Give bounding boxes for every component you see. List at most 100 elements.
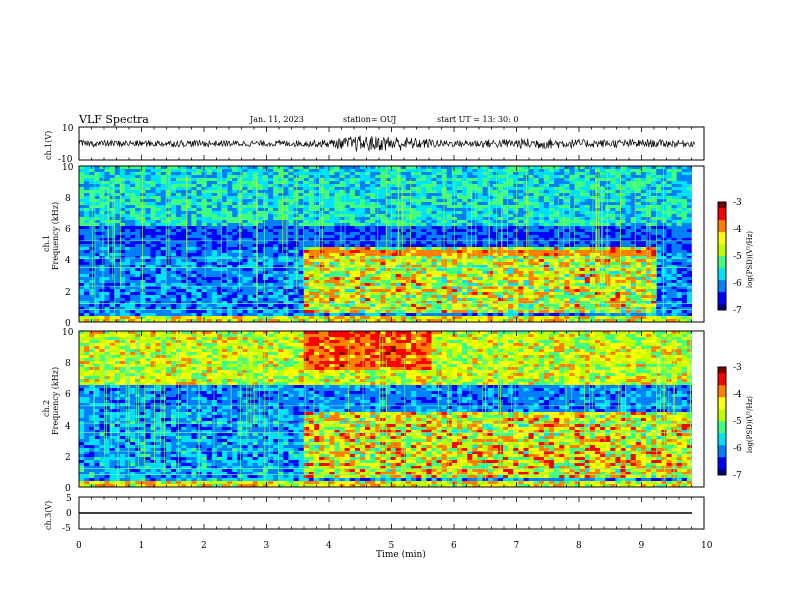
spectrogram-cell — [278, 190, 284, 194]
spectrogram-cell — [513, 313, 519, 317]
spectrogram-cell — [395, 286, 402, 290]
spectrogram-cell — [400, 259, 407, 263]
spectrogram-cell — [242, 193, 248, 197]
spectrogram-cell — [405, 280, 412, 284]
spectrogram-cell — [492, 262, 499, 266]
spectrogram-cell — [380, 292, 386, 296]
spectrogram-cell — [344, 307, 351, 311]
spectrogram-cell — [313, 217, 320, 221]
spectrogram-cell — [293, 214, 299, 218]
spectrogram-cell — [426, 256, 432, 260]
spectrogram-cell — [124, 286, 131, 290]
spectrogram-cell — [344, 259, 351, 263]
spectrogram-cell — [462, 244, 468, 248]
spectrogram-cell — [467, 190, 473, 194]
spectrogram-cell — [375, 283, 381, 287]
spectrogram-cell — [508, 217, 514, 221]
spectrogram-cell — [84, 313, 90, 317]
spectrogram-cell — [416, 190, 422, 194]
spectrogram-cell — [262, 181, 269, 185]
spectrogram-cell — [421, 313, 427, 317]
spectrogram-cell — [191, 319, 197, 323]
spectrogram-cell — [186, 196, 192, 200]
spectrogram-cell — [390, 265, 397, 269]
spectrogram-cell — [502, 301, 509, 305]
spectrogram-cell — [492, 304, 499, 308]
spectrogram-cell — [385, 226, 391, 230]
spectrogram-cell — [232, 175, 238, 179]
spectrogram-cell — [431, 268, 437, 272]
spectrogram-cell — [482, 292, 488, 296]
spectrogram-cell — [79, 166, 85, 170]
spectrogram-cell — [319, 178, 325, 182]
spectrogram-cell — [216, 211, 223, 215]
spectrogram-cell — [533, 214, 540, 218]
spectrogram-cell — [467, 184, 473, 188]
spectrogram-cell — [298, 316, 305, 320]
spectrogram-cell — [283, 196, 289, 200]
spectrogram-cell — [482, 271, 488, 275]
spectrogram-cell — [497, 184, 504, 188]
spectrogram-cell — [119, 232, 126, 236]
spectrogram-cell — [329, 268, 335, 272]
spectrogram-cell — [497, 187, 504, 191]
spectrogram-cell — [140, 313, 146, 317]
spectrogram-cell — [206, 199, 213, 203]
spectrogram-cell — [385, 271, 391, 275]
spectrogram-cell — [298, 184, 305, 188]
spectrogram-cell — [436, 217, 442, 221]
spectrogram-cell — [114, 220, 121, 224]
spectrogram-cell — [421, 292, 427, 296]
spectrogram-cell — [482, 166, 488, 170]
spectrogram-cell — [201, 253, 208, 257]
spectrogram-cell — [196, 217, 202, 221]
spectrogram-cell — [232, 232, 238, 236]
spectrogram-cell — [385, 166, 391, 170]
spectrogram-cell — [186, 304, 192, 308]
spectrogram-cell — [426, 202, 432, 206]
spectrogram-cell — [462, 268, 468, 272]
spectrogram-cell — [324, 214, 330, 218]
spectrogram-cell — [523, 274, 529, 278]
spectrogram-cell — [84, 172, 90, 176]
spectrogram-cell — [349, 178, 356, 182]
spectrogram-cell — [237, 289, 243, 293]
spectrogram-cell — [451, 289, 458, 293]
spectrogram-cell — [426, 277, 432, 281]
spectrogram-cell — [416, 289, 422, 293]
spectrogram-cell — [124, 205, 131, 209]
spectrogram-cell — [390, 313, 397, 317]
spectrogram-cell — [365, 229, 371, 233]
spectrogram-cell — [411, 217, 417, 221]
spectrogram-cell — [339, 271, 345, 275]
spectrogram-cell — [365, 298, 371, 302]
spectrogram-cell — [313, 220, 320, 224]
spectrogram-cell — [124, 178, 131, 182]
spectrogram-cell — [155, 172, 162, 176]
spectrogram-cell — [457, 256, 463, 260]
spectrogram-cell — [114, 196, 121, 200]
spectrogram-cell — [405, 271, 412, 275]
spectrogram-cell — [237, 211, 243, 215]
spectrogram-cell — [436, 268, 442, 272]
spectrogram-cell — [502, 208, 509, 212]
spectrogram-cell — [124, 193, 131, 197]
spectrogram-cell — [385, 187, 391, 191]
spectrogram-cell — [109, 307, 116, 311]
spectrogram-cell — [564, 271, 570, 275]
spectrogram-cell — [400, 220, 407, 224]
spectrogram-cell — [298, 307, 305, 311]
spectrogram-cell — [564, 286, 570, 290]
spectrogram-cell — [247, 301, 253, 305]
spectrogram-cell — [395, 274, 402, 278]
spectrogram-cell — [227, 172, 233, 176]
spectrogram-cell — [385, 283, 391, 287]
spectrogram-cell — [457, 187, 463, 191]
spectrogram-cell — [150, 262, 156, 266]
spectrogram-cell — [477, 229, 483, 233]
spectrogram-cell — [201, 307, 208, 311]
spectrogram-cell — [467, 244, 473, 248]
spectrogram-cell — [273, 286, 279, 290]
spectrogram-cell — [416, 259, 422, 263]
spectrogram-cell — [319, 247, 325, 251]
